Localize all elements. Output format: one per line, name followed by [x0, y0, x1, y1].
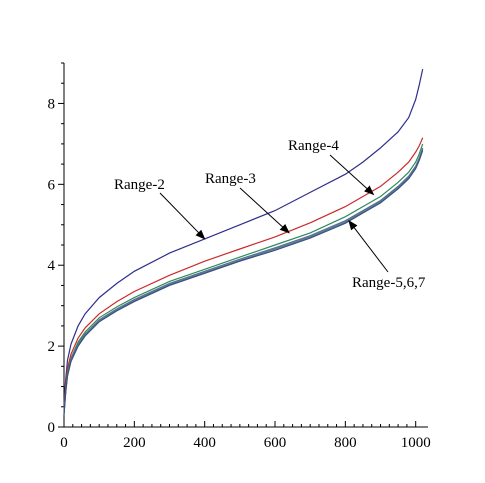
y-tick-label: 2: [48, 339, 56, 355]
annotation-range-4: Range-4: [288, 138, 375, 196]
y-axis-ticks: 0 2 4 6 8: [48, 62, 64, 436]
series-line-range-3: [63, 137, 424, 411]
y-tick-label: 4: [48, 258, 56, 274]
x-tick-label: 200: [123, 435, 146, 451]
annotation-range-2: Range-2: [114, 177, 206, 240]
y-tick-label: 8: [48, 96, 56, 112]
annotation-arrow-range-5-6-7: [348, 219, 389, 273]
annotation-label-range-4: Range-4: [288, 138, 339, 154]
axes: 0 200 400 600 800 1000 0 2 4 6 8: [48, 62, 431, 451]
annotation-range-3: Range-3: [205, 171, 290, 234]
y-tick-label: 6: [48, 177, 56, 193]
annotation-label-range-2: Range-2: [114, 177, 165, 193]
annotation-arrow-range-2: [159, 192, 206, 240]
annotation-label-range-3: Range-3: [205, 171, 256, 187]
x-tick-label: 800: [334, 435, 357, 451]
series-line-range-2: [63, 68, 424, 405]
x-tick-label: 0: [60, 435, 68, 451]
y-tick-label: 0: [48, 420, 56, 436]
annotations: Range-2 Range-3 Range-4 Range-5,6,7: [114, 138, 426, 291]
annotation-arrow-range-3: [239, 187, 290, 234]
annotation-range-567: Range-5,6,7: [348, 219, 426, 291]
x-tick-label: 1000: [401, 435, 431, 451]
series-line-range-4: [63, 143, 424, 413]
annotation-label-range-5-6-7: Range-5,6,7: [352, 275, 426, 291]
series-group: [63, 68, 424, 415]
series-line-range-7: [63, 150, 424, 415]
x-tick-label: 600: [264, 435, 287, 451]
x-tick-label: 400: [193, 435, 216, 451]
annotation-arrow-range-4: [329, 154, 375, 196]
x-axis-ticks: 0 200 400 600 800 1000: [60, 421, 431, 451]
